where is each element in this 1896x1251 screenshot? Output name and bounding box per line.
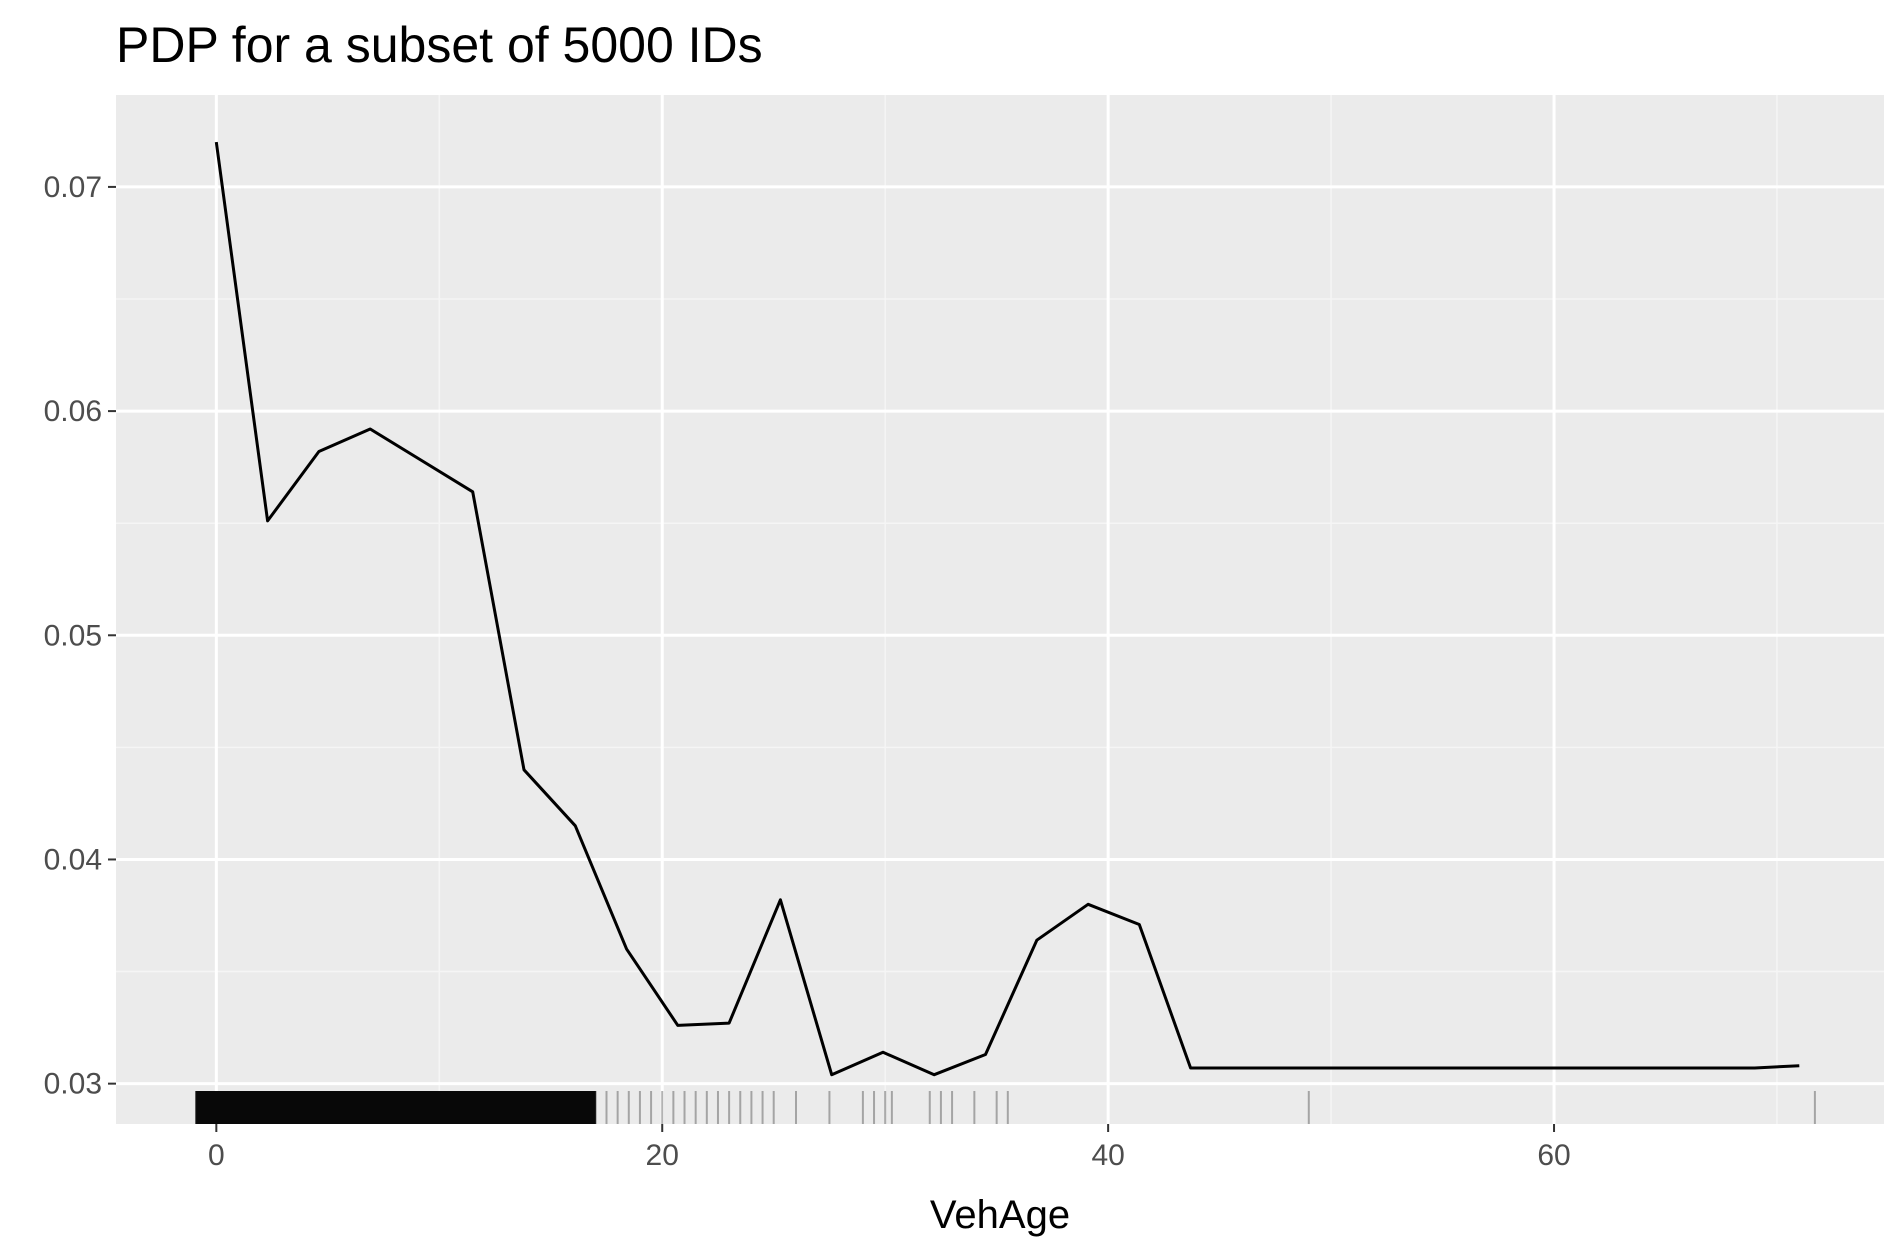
pdp-line (214, 141, 1800, 1077)
minor-gridlines (116, 95, 1884, 1124)
y-tick-label: 0.04 (44, 843, 102, 876)
x-axis-title: VehAge (930, 1193, 1070, 1237)
x-tick-label: 0 (208, 1139, 225, 1172)
y-tick-label: 0.03 (44, 1068, 102, 1101)
y-tick-label: 0.05 (44, 619, 102, 652)
rug-marks (195, 1091, 1816, 1124)
x-tick-label: 20 (646, 1139, 679, 1172)
chart-title: PDP for a subset of 5000 IDs (116, 17, 763, 73)
y-tick-label: 0.07 (44, 171, 102, 204)
y-axis: 0.03 0.04 0.05 0.06 0.07 (44, 171, 116, 1101)
x-axis: 0 20 40 60 (208, 1124, 1571, 1172)
x-tick-label: 40 (1091, 1139, 1124, 1172)
pdp-line-layer (214, 141, 1800, 1077)
plot-panel (116, 95, 1884, 1124)
y-tick-label: 0.06 (44, 395, 102, 428)
major-gridlines (116, 95, 1884, 1124)
x-tick-label: 60 (1537, 1139, 1570, 1172)
